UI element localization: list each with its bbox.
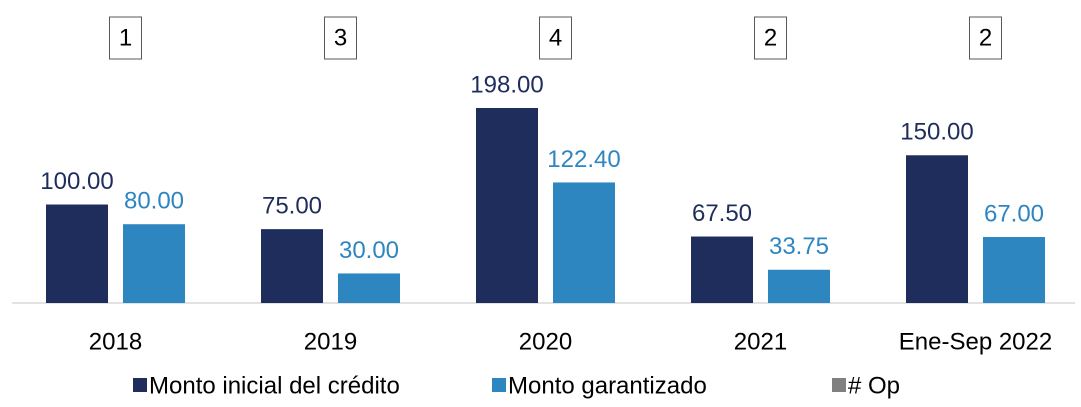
bar: [123, 224, 185, 303]
bar: [261, 229, 323, 303]
bar: [983, 237, 1045, 303]
data-label: 67.00: [984, 200, 1044, 227]
data-label: 67.50: [692, 200, 752, 227]
op-box: [324, 16, 357, 60]
data-label: 33.75: [769, 233, 829, 260]
bar: [338, 273, 400, 303]
op-label: 1: [119, 24, 132, 51]
op-box: [109, 16, 142, 60]
legend-label: # Op: [848, 372, 900, 399]
data-label: 198.00: [470, 71, 543, 98]
x-tick-label: 2018: [89, 328, 142, 355]
op-label: 3: [334, 24, 347, 51]
legend-label: Monto inicial del crédito: [149, 372, 400, 399]
bar: [691, 236, 753, 303]
op-label: 2: [764, 24, 777, 51]
x-tick-label: Ene-Sep 2022: [899, 328, 1052, 355]
data-label: 122.40: [547, 146, 620, 173]
op-label: 4: [549, 24, 562, 51]
op-box: [539, 16, 572, 60]
legend-swatch: [492, 378, 506, 392]
data-label: 80.00: [124, 188, 184, 215]
data-label: 100.00: [40, 168, 113, 195]
x-tick-label: 2020: [519, 328, 572, 355]
bar: [768, 269, 830, 303]
legend-label: Monto garantizado: [508, 372, 707, 399]
op-box: [754, 16, 787, 60]
data-label: 150.00: [900, 119, 973, 146]
legend-swatch: [133, 378, 147, 392]
data-label: 75.00: [262, 192, 322, 219]
op-box: [969, 16, 1002, 60]
bar: [906, 155, 968, 303]
bar: [476, 108, 538, 303]
bar: [46, 204, 108, 303]
legend-swatch: [832, 378, 846, 392]
data-label: 30.00: [339, 237, 399, 264]
bar: [553, 182, 615, 303]
op-label: 2: [979, 24, 992, 51]
x-tick-label: 2021: [734, 328, 787, 355]
x-tick-label: 2019: [304, 328, 357, 355]
